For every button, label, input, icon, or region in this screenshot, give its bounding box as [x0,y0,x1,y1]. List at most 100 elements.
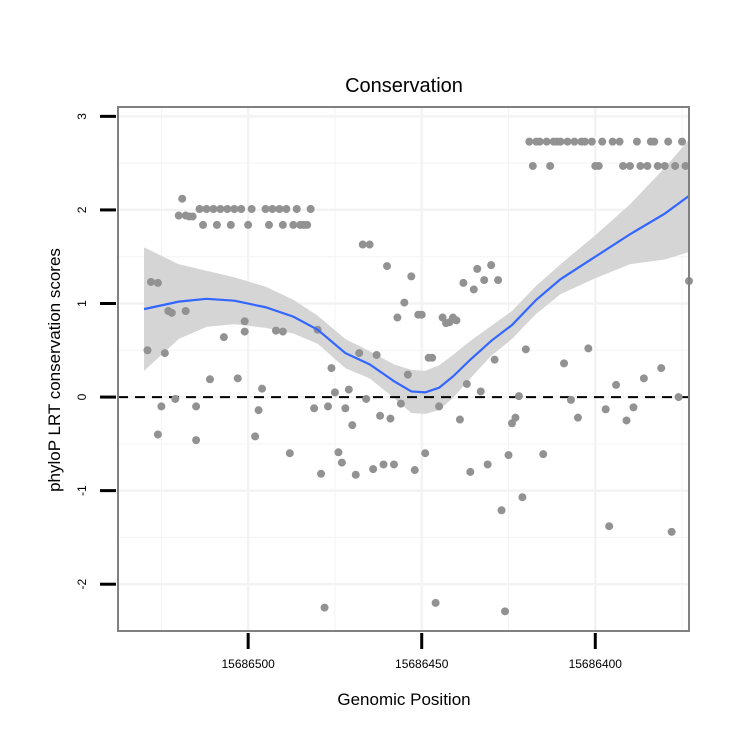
data-point [455,415,464,424]
data-point [195,204,204,213]
data-point [525,137,534,146]
data-point [490,355,499,364]
smooth-fit-line [143,195,690,394]
data-point [365,240,374,249]
data-point [355,349,364,358]
data-point [362,394,371,403]
data-point [483,460,492,469]
data-point [539,450,548,459]
data-point [528,161,537,170]
data-point [153,430,162,439]
data-point [570,137,579,146]
fit-curve [143,195,690,394]
data-point [317,469,326,478]
data-point [608,137,617,146]
data-point [160,349,169,358]
data-point [452,316,461,325]
data-point [605,522,614,531]
data-point [587,137,596,146]
data-point [337,458,346,467]
data-point [254,406,263,415]
data-point [199,220,208,229]
data-point [563,137,572,146]
y-tick-label: 1 [75,300,89,307]
data-point [240,317,249,326]
data-point [497,506,506,515]
confidence-ribbon [144,139,689,414]
data-point [181,306,190,315]
data-point [223,204,232,213]
data-point [619,161,628,170]
data-point [462,379,471,388]
data-point [535,137,544,146]
data-point [660,161,669,170]
data-point [348,421,357,430]
data-point [226,220,235,229]
data-point [192,402,201,411]
data-point [143,346,152,355]
data-points [143,137,693,616]
data-point [351,470,360,479]
data-point [303,220,312,229]
data-point [407,272,416,281]
data-point [237,204,246,213]
data-point [251,432,260,441]
data-point [285,449,294,458]
confidence-band [144,139,689,414]
data-point [636,161,645,170]
data-point [275,204,284,213]
data-point [573,413,582,422]
data-point [372,350,381,359]
data-point [615,137,624,146]
data-point [421,449,430,458]
data-point [358,240,367,249]
data-point [643,161,652,170]
data-point [261,204,270,213]
data-point [521,345,530,354]
x-axis-title: Genomic Position [337,690,470,709]
data-point [320,603,329,612]
data-point [487,261,496,270]
data-point [379,460,388,469]
x-tick-label: 15686450 [395,657,449,671]
y-tick-label: 0 [75,393,89,400]
data-point [671,161,680,170]
data-point [334,448,343,457]
data-point [632,137,641,146]
data-point [386,414,395,423]
data-point [629,403,638,412]
data-point [400,298,409,307]
data-point [650,137,659,146]
data-point [216,204,225,213]
y-axis: 3 2 1 0 -1 -2 [75,113,116,590]
data-point [469,285,478,294]
y-tick-label: 2 [75,206,89,213]
data-point [209,204,218,213]
data-point [625,161,634,170]
data-point [376,411,385,420]
data-point [546,161,555,170]
data-point [244,220,253,229]
data-point [639,374,648,383]
data-point [612,380,621,389]
data-point [219,333,228,342]
data-point [344,385,353,394]
data-point [653,161,662,170]
data-point [431,598,440,607]
data-point [580,137,589,146]
x-tick-label: 15686500 [221,657,275,671]
data-point [188,212,197,221]
y-tick-label: -2 [75,579,89,590]
data-point [403,370,412,379]
y-tick-label: 3 [75,113,89,120]
data-point [494,276,503,285]
data-point [681,161,690,170]
data-point [389,460,398,469]
data-point [601,405,610,414]
data-point [466,467,475,476]
data-point [473,264,482,273]
data-point [584,344,593,353]
data-point [556,137,565,146]
data-point [657,364,666,373]
data-point [566,395,575,404]
